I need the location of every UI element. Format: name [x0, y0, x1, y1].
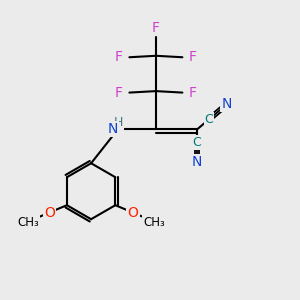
Text: F: F — [189, 85, 197, 100]
Text: CH₃: CH₃ — [143, 216, 165, 230]
Text: F: F — [115, 50, 123, 64]
Text: CH₃: CH₃ — [17, 216, 39, 230]
Text: O: O — [128, 206, 138, 220]
Text: C: C — [205, 113, 213, 126]
Text: O: O — [44, 206, 55, 220]
Text: N: N — [192, 155, 202, 170]
Text: N: N — [108, 122, 119, 136]
Text: N: N — [222, 97, 232, 111]
Text: H: H — [114, 116, 123, 129]
Text: F: F — [152, 21, 160, 35]
Text: C: C — [193, 136, 202, 149]
Text: F: F — [189, 50, 197, 64]
Text: F: F — [115, 85, 123, 100]
